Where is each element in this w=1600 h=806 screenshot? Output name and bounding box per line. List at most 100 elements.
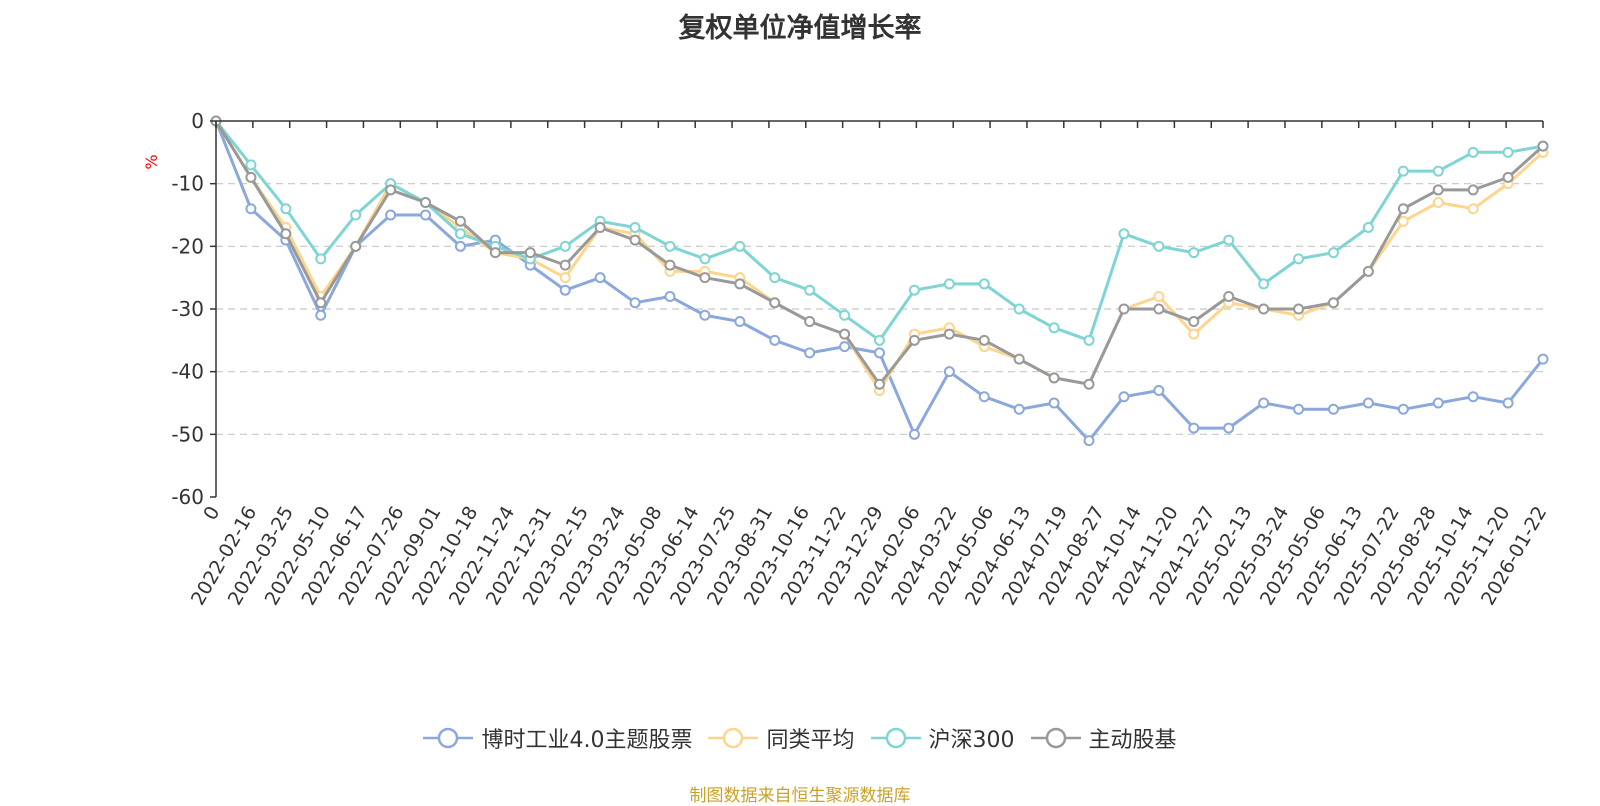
x-tick-label: 0: [199, 503, 224, 524]
data-point: [1118, 228, 1130, 240]
legend-swatch-icon: [708, 727, 759, 749]
data-point: [1467, 146, 1479, 158]
data-point: [559, 284, 571, 296]
y-tick-label: -40: [171, 360, 204, 384]
data-point: [559, 272, 571, 284]
data-point: [664, 290, 676, 302]
legend: 博时工业4.0主题股票 同类平均 沪深300 主动股基: [0, 722, 1600, 754]
data-point: [1397, 203, 1409, 215]
data-point: [734, 278, 746, 290]
y-axis-label: %: [142, 154, 161, 169]
data-point: [874, 334, 885, 346]
data-point: [1013, 353, 1025, 365]
data-point: [664, 240, 676, 252]
legend-item[interactable]: 同类平均: [708, 722, 855, 754]
y-tick-label: 0: [191, 109, 204, 133]
data-point: [280, 228, 292, 240]
data-point: [1467, 203, 1479, 215]
data-point: [1153, 290, 1165, 302]
data-point: [454, 240, 466, 252]
data-point: [1327, 403, 1339, 415]
data-point: [1293, 403, 1305, 415]
data-point: [1188, 422, 1200, 434]
data-point: [1327, 297, 1339, 309]
data-point: [1153, 384, 1165, 396]
data-point: [1083, 378, 1095, 390]
data-point: [1537, 140, 1549, 152]
legend-item[interactable]: 博时工业4.0主题股票: [423, 722, 692, 754]
data-point: [1048, 397, 1060, 409]
data-point: [385, 184, 397, 196]
data-point: [943, 328, 955, 340]
data-point: [978, 391, 990, 403]
data-point: [1293, 303, 1305, 315]
data-point: [280, 203, 292, 215]
data-point: [1013, 403, 1025, 415]
data-point: [839, 328, 851, 340]
data-point: [769, 272, 781, 284]
data-point: [699, 253, 711, 265]
data-point: [943, 278, 955, 290]
data-point: [1083, 334, 1095, 346]
legend-swatch-icon: [870, 727, 921, 749]
data-point: [1013, 303, 1025, 315]
data-point: [1467, 184, 1479, 196]
data-point: [699, 309, 711, 321]
data-point: [629, 297, 641, 309]
data-point: [245, 171, 257, 183]
data-point: [1048, 322, 1060, 334]
legend-label: 同类平均: [766, 728, 855, 753]
data-point: [315, 309, 327, 321]
data-point: [839, 341, 851, 353]
data-point: [1467, 391, 1479, 403]
data-point: [1118, 303, 1130, 315]
data-point: [1362, 222, 1374, 234]
y-tick-label: -10: [171, 172, 204, 196]
data-point: [245, 203, 257, 215]
data-point: [1502, 171, 1514, 183]
data-point: [769, 334, 781, 346]
data-point: [420, 209, 432, 221]
data-point: [1223, 234, 1235, 246]
data-point: [908, 334, 920, 346]
data-point: [804, 347, 816, 359]
data-point: [1432, 196, 1444, 208]
data-point: [1188, 316, 1200, 328]
data-point: [1432, 184, 1444, 196]
data-point: [245, 159, 257, 171]
series-layer: [210, 115, 1549, 447]
data-point: [1397, 165, 1409, 177]
data-point: [489, 247, 501, 259]
data-point: [1502, 397, 1514, 409]
data-point: [804, 316, 816, 328]
legend-label: 主动股基: [1088, 728, 1177, 753]
data-point: [1188, 328, 1200, 340]
legend-item[interactable]: 沪深300: [870, 722, 1015, 754]
data-point: [629, 222, 641, 234]
data-point: [1397, 403, 1409, 415]
data-point: [978, 278, 990, 290]
legend-swatch-icon: [1030, 727, 1081, 749]
data-point: [1188, 247, 1200, 259]
data-point: [315, 297, 327, 309]
data-point: [978, 334, 990, 346]
data-point: [1223, 422, 1235, 434]
legend-label: 沪深300: [928, 728, 1015, 753]
data-point: [315, 253, 327, 265]
legend-item[interactable]: 主动股基: [1030, 722, 1177, 754]
data-point: [839, 309, 851, 321]
data-point: [594, 222, 606, 234]
data-point: [420, 196, 432, 208]
chart-title: 复权单位净值增长率: [678, 13, 922, 44]
data-point: [1258, 397, 1270, 409]
legend-swatch-icon: [423, 727, 474, 749]
series-line-2: [214, 120, 1544, 342]
data-point: [1362, 397, 1374, 409]
data-point: [454, 228, 466, 240]
data-point: [1327, 247, 1339, 259]
data-point: [1153, 303, 1165, 315]
data-point: [804, 284, 816, 296]
data-point: [1432, 165, 1444, 177]
data-point: [1083, 435, 1095, 447]
